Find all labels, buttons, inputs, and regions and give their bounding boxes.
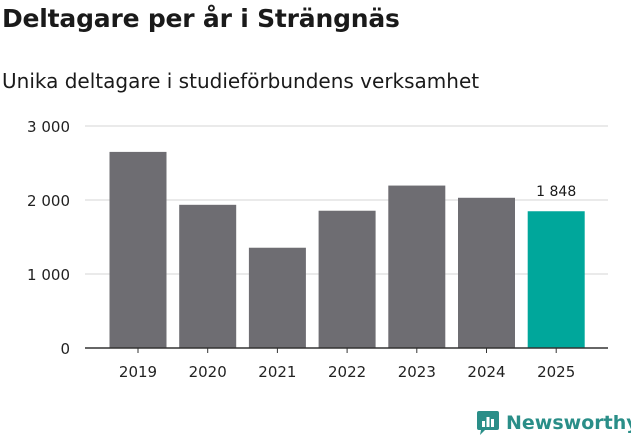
bar-2020: [179, 204, 237, 348]
x-axis-ticks: 2019 2020 2021 2022 2023 2024 2025: [85, 347, 608, 381]
chart-title: Deltagare per år i Strängnäs: [2, 4, 400, 33]
x-tick-label: 2020: [189, 363, 227, 381]
bar-2021: [248, 247, 306, 348]
y-tick-label: 2 000: [27, 192, 70, 210]
y-axis-ticks: 0 1 000 2 000 3 000: [27, 118, 70, 358]
brand-name: Newsworthy: [506, 412, 631, 434]
bar-2025: [527, 211, 585, 348]
x-tick-label: 2023: [398, 363, 436, 381]
x-tick-label: 2024: [467, 363, 505, 381]
bar-2019: [109, 151, 167, 348]
newsworthy-logo-icon: [477, 411, 499, 435]
y-tick-label: 0: [60, 340, 70, 358]
data-labels: 1 848: [536, 184, 576, 200]
bar-2023: [388, 185, 446, 348]
x-tick-label: 2022: [328, 363, 366, 381]
x-tick-label: 2019: [119, 363, 157, 381]
bar-2022: [318, 210, 376, 348]
y-tick-label: 1 000: [27, 266, 70, 284]
bars: [109, 151, 585, 348]
chart-subtitle: Unika deltagare i studieförbundens verks…: [2, 69, 480, 93]
x-tick-label: 2021: [258, 363, 296, 381]
brand-logo: Newsworthy: [476, 409, 631, 437]
bar-2024: [458, 197, 515, 348]
y-tick-label: 3 000: [27, 118, 70, 136]
x-tick-label: 2025: [537, 363, 575, 381]
data-label: 1 848: [536, 184, 576, 200]
